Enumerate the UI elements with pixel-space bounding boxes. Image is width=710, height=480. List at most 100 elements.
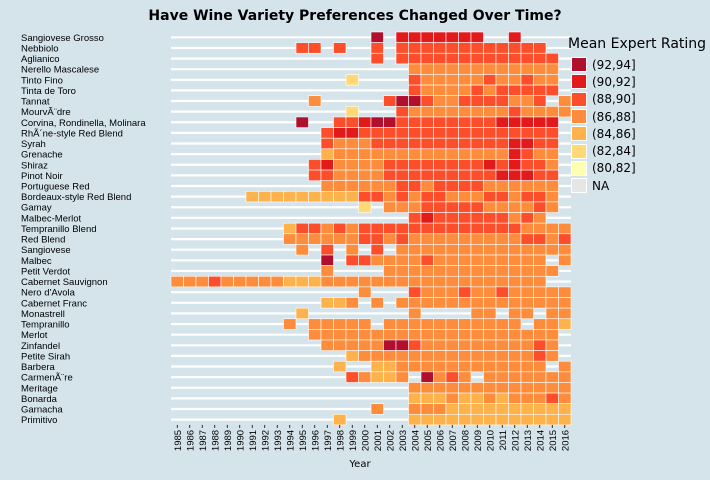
heatmap-cell — [370, 244, 384, 256]
heatmap-cell — [433, 254, 447, 266]
heatmap-cell — [545, 127, 559, 139]
heatmap-cell — [383, 159, 397, 171]
legend-swatch — [571, 126, 587, 142]
y-tick-label: Malbec — [21, 256, 52, 267]
heatmap-cell — [333, 275, 347, 288]
heatmap-cell — [358, 116, 372, 128]
heatmap-cell — [495, 95, 509, 107]
heatmap-cell — [420, 254, 434, 266]
heatmap-cell — [533, 222, 547, 235]
heatmap-cell — [358, 222, 372, 235]
heatmap-cell — [408, 95, 422, 107]
heatmap-cell — [520, 360, 534, 373]
heatmap-cell — [445, 106, 459, 118]
heatmap-cell — [508, 371, 522, 383]
x-tick-label: 1995 — [298, 430, 309, 451]
heatmap-cell — [395, 254, 409, 266]
heatmap-cell — [445, 371, 459, 383]
heatmap-cell — [470, 329, 484, 341]
x-tick-label: 2003 — [398, 430, 409, 451]
heatmap-cell — [445, 148, 459, 160]
heatmap-cell — [283, 191, 297, 203]
heatmap-cell — [358, 137, 372, 150]
heatmap-cell — [345, 169, 359, 181]
heatmap-cell — [445, 360, 459, 373]
heatmap-cell — [545, 307, 559, 320]
heatmap-cell — [408, 31, 422, 43]
heatmap-cell — [470, 63, 484, 75]
heatmap-cell — [358, 148, 372, 160]
heatmap-cell — [458, 371, 472, 383]
heatmap-cell — [295, 116, 309, 128]
heatmap-cell — [408, 106, 422, 118]
heatmap-cell — [383, 116, 397, 128]
heatmap-cell — [458, 222, 472, 235]
heatmap-cell — [320, 148, 334, 160]
heatmap-cell — [370, 191, 384, 203]
heatmap-cell — [345, 74, 359, 86]
y-tick-label: Merlot — [21, 330, 48, 341]
heatmap-cell — [533, 95, 547, 107]
legend-swatch — [571, 57, 587, 73]
heatmap-cell — [395, 318, 409, 330]
y-tick-label: Barbera — [21, 362, 56, 373]
heatmap-cell — [408, 42, 422, 54]
heatmap-cell — [358, 350, 372, 362]
heatmap-cell — [470, 414, 484, 426]
x-tick-label: 1998 — [335, 430, 346, 451]
heatmap-cell — [420, 265, 434, 277]
heatmap-cell — [333, 159, 347, 171]
y-tick-label: Primitivo — [21, 415, 57, 426]
heatmap-cell — [470, 275, 484, 288]
heatmap-cell — [445, 233, 459, 245]
heatmap-cell — [433, 63, 447, 75]
heatmap-cell — [408, 63, 422, 75]
heatmap-cell — [495, 350, 509, 362]
heatmap-cell — [458, 31, 472, 43]
heatmap-cell — [483, 222, 497, 235]
heatmap-cell — [445, 403, 459, 415]
heatmap-cell — [483, 339, 497, 351]
heatmap-cell — [420, 106, 434, 118]
heatmap-cell — [408, 244, 422, 256]
legend-swatch — [571, 178, 587, 194]
heatmap-cell — [458, 254, 472, 266]
heatmap-cell — [483, 318, 497, 330]
heatmap-cell — [333, 191, 347, 203]
heatmap-cell — [495, 63, 509, 75]
heatmap-cell — [295, 42, 309, 54]
heatmap-cell — [545, 106, 559, 118]
heatmap-cell — [545, 350, 559, 362]
heatmap-cell — [320, 127, 334, 139]
heatmap-cell — [370, 180, 384, 192]
heatmap-cell — [433, 137, 447, 150]
heatmap-cell — [545, 329, 559, 341]
heatmap-cell — [533, 74, 547, 86]
heatmap-cell — [333, 127, 347, 139]
y-tick-label: MourvÃ¨dre — [21, 107, 71, 118]
heatmap-cell — [420, 212, 434, 224]
heatmap-cell — [370, 222, 384, 235]
heatmap-cell — [420, 403, 434, 415]
heatmap-cell — [520, 159, 534, 171]
heatmap-cell — [408, 159, 422, 171]
heatmap-cell — [420, 329, 434, 341]
heatmap-cell — [508, 212, 522, 224]
legend-swatch — [571, 160, 587, 176]
heatmap-cell — [370, 297, 384, 309]
heatmap-cell — [558, 286, 572, 298]
heatmap-cell — [520, 275, 534, 288]
heatmap-cell — [533, 371, 547, 383]
heatmap-cell — [533, 414, 547, 426]
chart-title: Have Wine Variety Preferences Changed Ov… — [148, 8, 562, 24]
heatmap-cell — [320, 233, 334, 245]
heatmap-cell — [458, 233, 472, 245]
heatmap-cell — [320, 297, 334, 309]
heatmap-cell — [408, 52, 422, 65]
heatmap-cell — [545, 265, 559, 277]
heatmap-cell — [345, 222, 359, 235]
heatmap-cell — [208, 275, 222, 288]
heatmap-cell — [433, 392, 447, 404]
heatmap-cell — [383, 148, 397, 160]
heatmap-cell — [383, 339, 397, 351]
